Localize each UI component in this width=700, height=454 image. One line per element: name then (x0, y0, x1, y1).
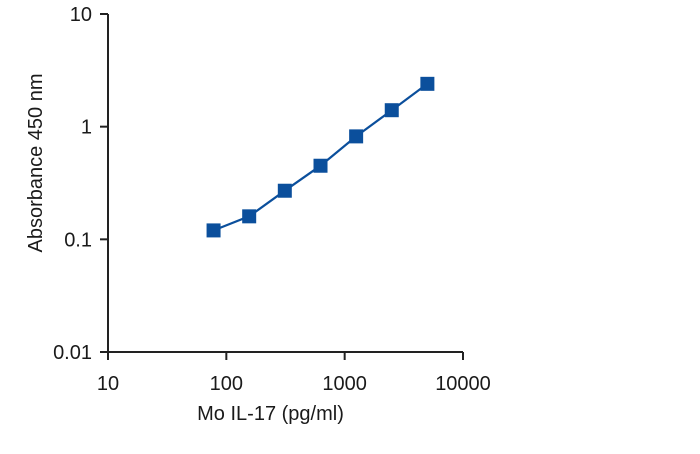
y-ticks: 0.01 0.1 1 10 (53, 4, 108, 364)
data-point (206, 223, 221, 238)
x-ticks: 10 100 1000 10000 (97, 352, 491, 395)
y-axis-title: Absorbance 450 nm (25, 73, 47, 252)
data-point (277, 183, 292, 198)
y-tick-label: 0.1 (64, 229, 92, 251)
x-tick-label: 100 (210, 373, 243, 395)
x-tick-label: 10 (97, 373, 119, 395)
data-point (420, 76, 435, 91)
data-point (242, 209, 257, 224)
x-tick-label: 10000 (435, 373, 491, 395)
x-axis-title: Mo IL-17 (pg/ml) (197, 403, 344, 425)
axes (107, 14, 463, 353)
data-point (384, 103, 399, 118)
data-point (313, 158, 328, 173)
y-tick-label: 1 (81, 117, 92, 139)
x-tick-label: 1000 (322, 373, 367, 395)
y-tick-label: 0.01 (53, 342, 92, 364)
data-point (349, 129, 364, 144)
y-tick-label: 10 (70, 4, 92, 26)
data-series (206, 76, 435, 238)
